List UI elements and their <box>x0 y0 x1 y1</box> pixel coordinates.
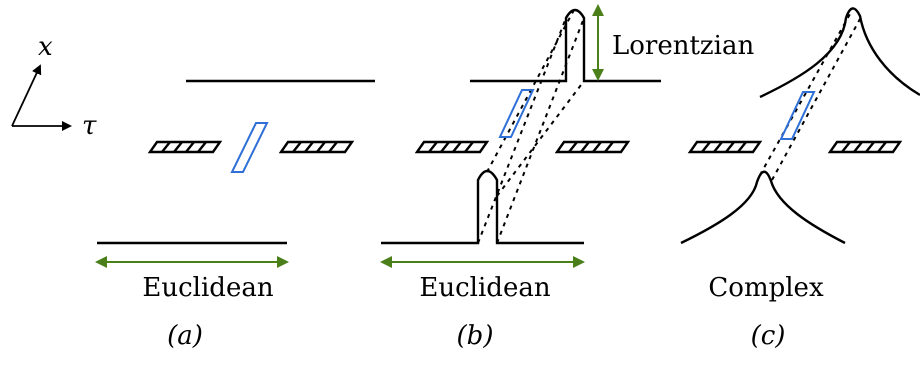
panel-b: Lorentzian Euclidean (b) <box>380 3 754 351</box>
tau-axis-label: τ <box>82 111 97 141</box>
dashed-connector <box>771 18 861 181</box>
regime-label-b: Euclidean <box>419 273 550 303</box>
top-complex-boundary <box>759 7 920 99</box>
left-hatched-cut <box>414 140 490 154</box>
right-hatched-cut <box>554 140 631 154</box>
dashed-connector <box>496 17 585 244</box>
blue-region <box>230 122 269 173</box>
right-hatched-cut <box>827 140 903 154</box>
panel-c: Complex (c) <box>680 7 920 351</box>
dashed-connector <box>496 80 585 197</box>
top-boundary-with-finger <box>470 8 661 83</box>
left-hatched-cut <box>147 140 223 154</box>
regime-label-a: Euclidean <box>142 273 273 303</box>
panel-a: Euclidean (a) <box>95 79 375 351</box>
blue-region <box>779 91 816 140</box>
lorentzian-label: Lorentzian <box>612 31 754 61</box>
panel-tag-a: (a) <box>167 321 203 351</box>
regime-label-c: Complex <box>708 273 824 303</box>
blue-region <box>498 89 535 138</box>
left-hatched-cut <box>687 140 763 154</box>
dashed-connector <box>477 17 567 244</box>
panel-tag-c: (c) <box>751 321 786 351</box>
x-axis-label: x <box>38 32 53 62</box>
dashed-connector <box>759 13 851 176</box>
coordinate-axes: x τ <box>11 32 97 141</box>
panel-tag-b: (b) <box>457 321 494 351</box>
bottom-complex-boundary <box>680 170 846 245</box>
x-axis-arrow <box>11 64 42 127</box>
right-hatched-cut <box>278 140 355 154</box>
